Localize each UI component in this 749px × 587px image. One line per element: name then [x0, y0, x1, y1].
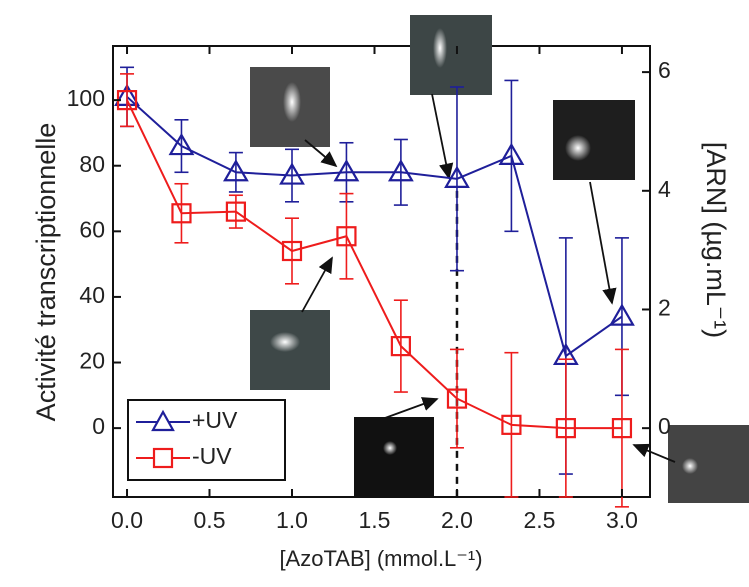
x-axis-label: [AzoTAB] (mmol.L⁻¹)	[279, 546, 482, 571]
inset-image	[354, 417, 434, 497]
legend-label: +UV	[192, 407, 238, 433]
inset-image	[668, 425, 749, 503]
y2-tick-label: 6	[658, 57, 671, 83]
x-tick-label: 0.5	[194, 507, 226, 533]
y2-tick-label: 4	[658, 176, 671, 202]
x-tick-label: 2.0	[441, 507, 473, 533]
x-tick-label: 3.0	[606, 507, 638, 533]
x-tick-label: 2.5	[523, 507, 555, 533]
chart: [AzoTAB] (mmol.L⁻¹) Activité transcripti…	[0, 0, 749, 587]
y-axis-label: Activité transcriptionnelle	[31, 123, 61, 422]
arrow	[302, 258, 332, 312]
x-tick-label: 0.0	[111, 507, 143, 533]
inset-image	[553, 100, 635, 180]
arrow	[432, 94, 449, 178]
inset-image	[410, 15, 492, 95]
y2-tick-label: 0	[658, 413, 671, 439]
x-tick-label: 1.0	[276, 507, 308, 533]
inset-image	[250, 67, 330, 147]
legend: +UV -UV	[128, 400, 285, 480]
arrow	[385, 399, 437, 418]
legend-label: -UV	[192, 443, 232, 469]
series-line	[127, 97, 622, 356]
y-tick-label: 100	[67, 85, 105, 111]
inset-image	[250, 310, 330, 390]
legend-marker	[154, 449, 172, 467]
insets	[250, 15, 749, 503]
y-tick-label: 60	[79, 216, 105, 242]
arrow	[590, 182, 612, 303]
y2-tick-label: 2	[658, 295, 671, 321]
x-tick-label: 1.5	[358, 507, 390, 533]
y-tick-label: 0	[92, 413, 105, 439]
y-tick-label: 80	[79, 151, 105, 177]
y-tick-label: 40	[79, 282, 105, 308]
series-line	[127, 100, 622, 428]
y-tick-label: 20	[79, 348, 105, 374]
y2-axis-label: [ARN] (µg.mL⁻¹)	[701, 142, 731, 338]
